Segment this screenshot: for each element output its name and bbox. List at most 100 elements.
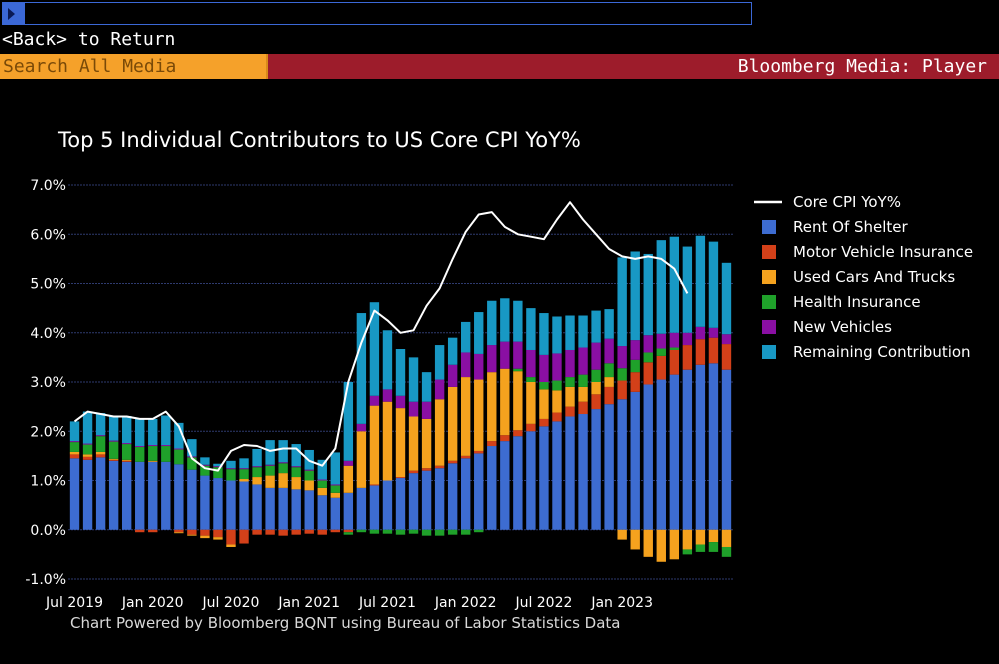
bar-segment (304, 529, 314, 534)
bar-segment (474, 312, 484, 354)
bar-segment (95, 413, 106, 436)
legend-label: Motor Vehicle Insurance (793, 243, 973, 261)
bar-segment (526, 382, 536, 424)
bar-segment (135, 447, 145, 462)
bar-segment (343, 529, 354, 533)
bar-segment (161, 461, 171, 530)
bar-segment (369, 405, 380, 485)
bar-segment (421, 372, 432, 402)
bar-segment (121, 444, 132, 460)
bar-segment (421, 401, 432, 419)
x-tick-label: Jan 2023 (590, 595, 653, 611)
bar-segment (500, 368, 510, 436)
bar-segment (539, 354, 549, 382)
bar-segment (669, 374, 680, 530)
bar-segment (408, 401, 419, 417)
bar-segment (278, 487, 288, 530)
bar-segment (617, 346, 627, 369)
bar-segment (656, 355, 666, 380)
bar-segment (239, 529, 249, 544)
bar-segment (369, 485, 380, 530)
bar-segment (187, 469, 197, 530)
bar-segment (565, 386, 575, 407)
bar-segment (630, 251, 640, 341)
bar-segment (591, 310, 601, 343)
bar-segment (682, 246, 693, 333)
bar-segment (174, 529, 184, 533)
y-tick-label: 3.0% (30, 375, 66, 391)
x-tick-label: Jul 2019 (45, 595, 103, 611)
bar-segment (447, 463, 458, 530)
chart-source: Chart Powered by Bloomberg BQNT using Bu… (70, 614, 621, 632)
bar-segment (356, 313, 367, 424)
bar-segment (265, 464, 275, 466)
bar-segment (721, 529, 732, 547)
legend-swatch (762, 345, 776, 359)
bar-segment (578, 347, 588, 375)
search-all-media-input[interactable]: Search All Media (0, 54, 268, 79)
bar-segment (395, 395, 406, 409)
bar-segment (69, 451, 80, 455)
bar-segment (708, 542, 719, 552)
bar-segment (278, 440, 288, 463)
bar-segment (513, 436, 523, 530)
bar-segment (382, 389, 393, 402)
bar-segment (434, 345, 445, 380)
bar-segment (108, 440, 119, 442)
bar-segment (630, 340, 640, 360)
bar-segment (317, 459, 327, 480)
bar-segment (200, 465, 210, 476)
bar-segment (265, 465, 275, 476)
bar-segment (187, 529, 197, 535)
bar-segment (695, 235, 706, 327)
cursor-arrow-icon (3, 3, 25, 24)
bar-segment (187, 457, 197, 470)
bar-segment (135, 446, 145, 448)
bar-segment (604, 363, 614, 378)
bar-segment (82, 411, 93, 444)
bar-segment (447, 337, 458, 365)
bar-segment (461, 321, 471, 353)
bar-segment (330, 529, 340, 533)
chart-title: Top 5 Individual Contributors to US Core… (57, 128, 581, 152)
y-tick-label: -1.0% (25, 572, 66, 588)
bar-segment (513, 430, 523, 437)
bar-segment (304, 490, 314, 530)
y-tick-label: 5.0% (30, 277, 66, 293)
bar-segment (643, 362, 653, 385)
bar-segment (513, 341, 523, 369)
bar-segment (278, 463, 288, 474)
bar-segment (604, 404, 614, 530)
bar-segment (461, 377, 471, 456)
bar-segment (434, 399, 445, 466)
bar-segment (278, 462, 288, 464)
bar-segment (265, 440, 275, 465)
bar-segment (500, 435, 510, 442)
bar-segment (226, 529, 236, 545)
bar-segment (148, 446, 158, 461)
bar-segment (591, 342, 601, 370)
bar-segment (474, 529, 484, 533)
bar-segment (369, 529, 380, 534)
bar-segment (265, 487, 275, 530)
back-to-return-link[interactable]: <Back> to Return (2, 29, 176, 50)
bar-segment (552, 316, 562, 354)
bar-segment (565, 416, 575, 530)
bar-segment (565, 315, 575, 350)
bar-segment (121, 459, 132, 461)
bar-segment (278, 473, 288, 488)
bar-segment (239, 468, 249, 470)
bar-segment (304, 470, 314, 481)
bar-segment (369, 484, 380, 486)
bar-segment (356, 529, 367, 533)
bar-segment (617, 529, 627, 540)
bar-segment (108, 459, 119, 461)
bar-segment (513, 368, 523, 372)
bar-segment (252, 448, 262, 467)
bar-segment (226, 480, 236, 530)
bar-segment (591, 394, 601, 410)
command-line-input[interactable] (2, 2, 752, 25)
bar-segment (369, 302, 380, 396)
bar-segment (252, 467, 262, 478)
bar-segment (682, 529, 693, 550)
